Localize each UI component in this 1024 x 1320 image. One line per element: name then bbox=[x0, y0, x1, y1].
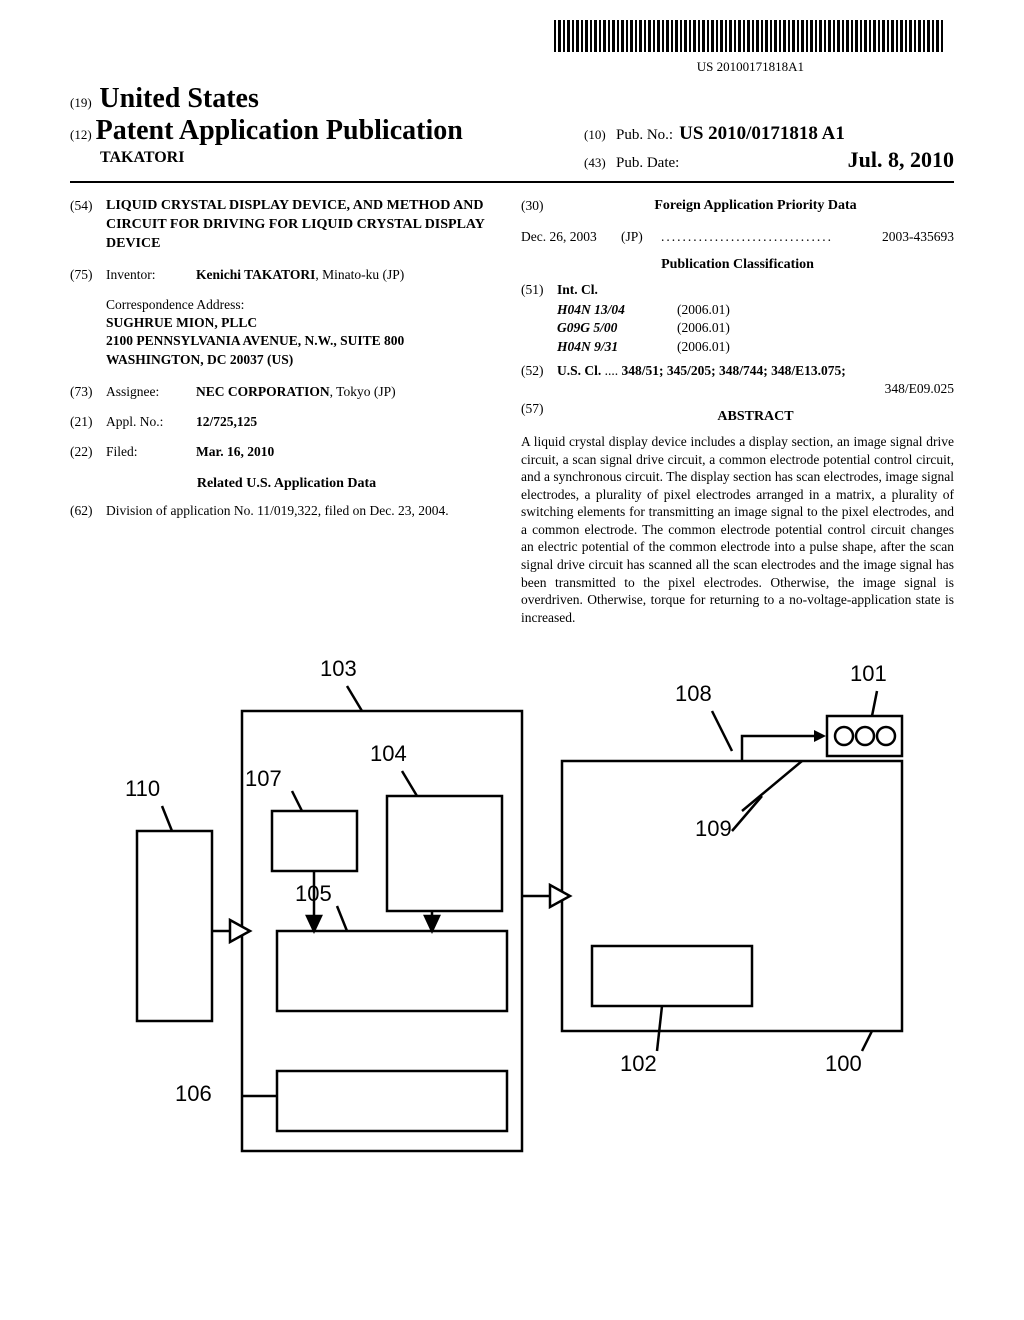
field62-text: Division of application No. 11/019,322, … bbox=[106, 502, 503, 520]
intcl-cls: H04N 13/04 bbox=[557, 301, 677, 319]
country-name: United States bbox=[99, 83, 258, 114]
figure-svg bbox=[102, 656, 922, 1166]
barcode-text: US 20100171818A1 bbox=[70, 59, 804, 75]
filed: Mar. 16, 2010 bbox=[196, 443, 503, 461]
invention-title: LIQUID CRYSTAL DISPLAY DEVICE, AND METHO… bbox=[106, 197, 503, 254]
field73-code: (73) bbox=[70, 383, 106, 401]
field75-label: Inventor: bbox=[106, 266, 196, 284]
corr-body: SUGHRUE MION, PLLC 2100 PENNSYLVANIA AVE… bbox=[106, 314, 503, 369]
right-column: (30) Foreign Application Priority Data D… bbox=[521, 197, 954, 626]
field21-code: (21) bbox=[70, 413, 106, 431]
intcl-yr: (2006.01) bbox=[677, 338, 730, 356]
pub-type-code: (12) bbox=[70, 127, 92, 142]
pubno-label: Pub. No.: bbox=[616, 127, 673, 144]
intcl-cls: H04N 9/31 bbox=[557, 338, 677, 356]
field22-code: (22) bbox=[70, 443, 106, 461]
assignee: NEC CORPORATION, Tokyo (JP) bbox=[196, 383, 503, 401]
fig-label-102: 102 bbox=[620, 1051, 657, 1077]
intcl-yr: (2006.01) bbox=[677, 301, 730, 319]
pubdate-value: Jul. 8, 2010 bbox=[848, 147, 954, 173]
left-column: (54) LIQUID CRYSTAL DISPLAY DEVICE, AND … bbox=[70, 197, 503, 626]
intcl-cls: G09G 5/00 bbox=[557, 319, 677, 337]
bibliographic-columns: (54) LIQUID CRYSTAL DISPLAY DEVICE, AND … bbox=[70, 197, 954, 626]
fig-label-105: 105 bbox=[295, 881, 332, 907]
foreign-cc: (JP) bbox=[621, 228, 661, 246]
fig-label-100: 100 bbox=[825, 1051, 862, 1077]
inventor-full: Kenichi TAKATORI, Minato-ku (JP) bbox=[196, 266, 503, 284]
fig-label-110: 110 bbox=[125, 776, 160, 802]
fig-label-107: 107 bbox=[245, 766, 282, 792]
country-line: (19) United States bbox=[70, 83, 954, 115]
abstract-header: ABSTRACT bbox=[557, 408, 954, 427]
fig-label-109: 109 bbox=[695, 816, 732, 842]
barcode-icon bbox=[554, 20, 944, 52]
fig-label-103: 103 bbox=[320, 656, 357, 682]
fig-label-104: 104 bbox=[370, 741, 407, 767]
inventor-lastname: TAKATORI bbox=[100, 149, 584, 167]
header-rule bbox=[70, 181, 954, 183]
field57-code: (57) bbox=[521, 400, 557, 431]
pubno-value: US 2010/0171818 A1 bbox=[679, 123, 845, 145]
corr-label: Correspondence Address: bbox=[106, 296, 503, 314]
field30-code: (30) bbox=[521, 197, 557, 224]
foreign-dots: ................................ bbox=[661, 228, 864, 246]
field21-label: Appl. No.: bbox=[106, 413, 196, 431]
field75-code: (75) bbox=[70, 266, 106, 284]
field62-code: (62) bbox=[70, 502, 106, 520]
field51-label: Int. Cl. bbox=[557, 282, 598, 297]
barcode-area: US 20100171818A1 bbox=[70, 20, 954, 75]
pubdate-label: Pub. Date: bbox=[616, 155, 679, 172]
field51-code: (51) bbox=[521, 281, 557, 299]
field22-label: Filed: bbox=[106, 443, 196, 461]
abstract-text: A liquid crystal display device includes… bbox=[521, 433, 954, 626]
pubdate-code: (43) bbox=[584, 155, 616, 171]
applno: 12/725,125 bbox=[196, 413, 503, 431]
field52-code: (52) bbox=[521, 362, 557, 398]
foreign-date: Dec. 26, 2003 bbox=[521, 228, 621, 246]
foreign-row: Dec. 26, 2003 (JP) .....................… bbox=[521, 228, 954, 246]
intcl-block: H04N 13/04(2006.01) G09G 5/00(2006.01) H… bbox=[557, 301, 954, 356]
pubclass-header: Publication Classification bbox=[521, 256, 954, 275]
field73-label: Assignee: bbox=[106, 383, 196, 401]
country-code: (19) bbox=[70, 95, 92, 110]
fig-label-108: 108 bbox=[675, 681, 712, 707]
pub-type: Patent Application Publication bbox=[96, 115, 463, 146]
figure-area: 103 101 108 110 104 109 107 105 106 102 … bbox=[70, 656, 954, 1176]
field54-code: (54) bbox=[70, 197, 106, 254]
related-header: Related U.S. Application Data bbox=[70, 475, 503, 494]
fig-label-106: 106 bbox=[175, 1081, 212, 1107]
header-block: (19) United States (12) Patent Applicati… bbox=[70, 83, 954, 175]
fig-label-101: 101 bbox=[850, 661, 887, 687]
foreign-num: 2003-435693 bbox=[864, 228, 954, 246]
intcl-yr: (2006.01) bbox=[677, 319, 730, 337]
foreign-header: Foreign Application Priority Data bbox=[557, 197, 954, 216]
uscl: U.S. Cl. .... 348/51; 345/205; 348/744; … bbox=[557, 362, 954, 398]
pubno-code: (10) bbox=[584, 127, 616, 143]
